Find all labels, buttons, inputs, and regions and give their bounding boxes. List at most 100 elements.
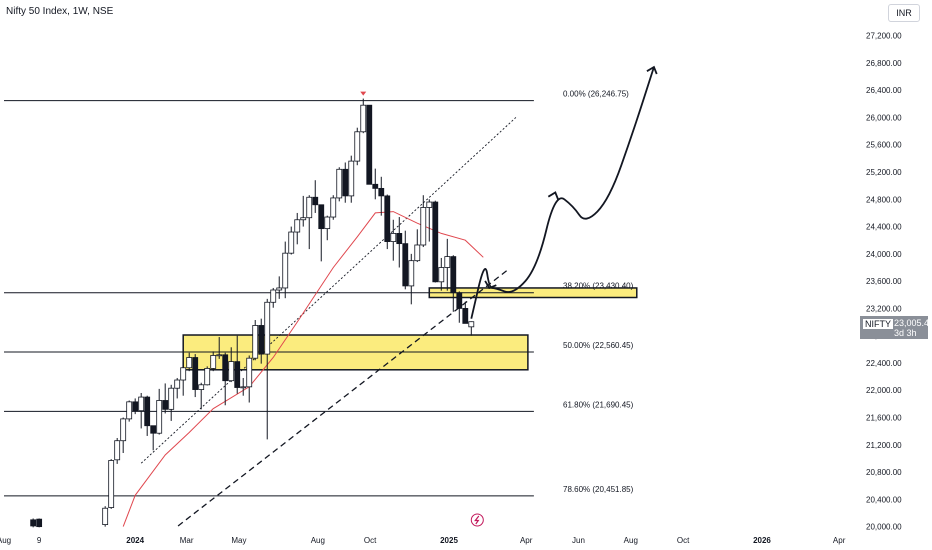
- fib-level-label: 38.20% (23,430.40): [563, 282, 634, 291]
- price-axis-tick-label: 25,600.00: [866, 141, 902, 150]
- fib-level-label: 0.00% (26,246.75): [563, 90, 629, 99]
- candle-body: [102, 507, 109, 525]
- zones-layer: [182, 287, 638, 371]
- time-axis-tick-label: 2024: [126, 536, 144, 545]
- fib-level-label: 78.60% (20,451.85): [563, 485, 634, 494]
- candle-body: [246, 357, 253, 388]
- time-axis[interactable]: Aug 9 2024 Mar May Aug Oct 2025 Apr Jun Aug Oct 2026…: [0, 536, 846, 545]
- candle-body: [324, 216, 331, 230]
- candle-body: [294, 219, 301, 233]
- candles-layer: [30, 98, 475, 528]
- candle-body: [288, 231, 295, 254]
- price-axis-tick-label: 20,800.00: [866, 468, 902, 477]
- price-axis-tick-label: 21,200.00: [866, 441, 902, 450]
- candle-body: [30, 519, 37, 527]
- candle-body: [138, 396, 145, 412]
- price-axis-tick-label: 20,400.00: [866, 495, 902, 504]
- candle-body: [222, 354, 229, 382]
- time-axis-tick-label: 9: [37, 536, 42, 545]
- chart-markers: [360, 91, 484, 527]
- candle-body: [312, 196, 319, 206]
- candle-body: [180, 367, 187, 381]
- candle-body: [144, 396, 151, 427]
- candle-body: [402, 243, 409, 287]
- trendlines-layer: [140, 117, 517, 527]
- candle-body: [264, 301, 271, 355]
- time-axis-tick-label: Apr: [833, 536, 846, 545]
- projection-layer: [470, 65, 658, 319]
- candle-body: [186, 357, 193, 369]
- candle-body: [438, 267, 445, 283]
- time-axis-tick-label: 2025: [440, 536, 458, 545]
- last-price-value: 23,005.45: [894, 318, 932, 328]
- fib-level-label: 61.80% (21,690.45): [563, 400, 634, 409]
- time-axis-tick-label: Mar: [180, 536, 194, 545]
- candle-body: [414, 244, 421, 262]
- candle-body: [390, 233, 397, 242]
- candle-body: [258, 325, 265, 355]
- candle-body: [456, 292, 463, 309]
- candle-body: [330, 197, 337, 218]
- candle-body: [108, 460, 115, 508]
- candle-body: [168, 387, 175, 410]
- time-axis-tick-label: Aug: [311, 536, 325, 545]
- candle-body: [198, 384, 205, 390]
- candle-body: [210, 355, 217, 369]
- candle-body: [354, 131, 361, 162]
- candle-body: [270, 289, 277, 303]
- candle-body: [126, 401, 133, 420]
- time-axis-tick-label: Aug: [624, 536, 638, 545]
- candle-body: [372, 183, 379, 189]
- candle-body: [432, 201, 439, 283]
- bar-countdown: 3d 3h: [894, 328, 917, 338]
- time-axis-tick-label: 2026: [753, 536, 771, 545]
- price-axis-tick-label: 20,000.00: [866, 523, 902, 532]
- time-axis-tick-label: Oct: [364, 536, 377, 545]
- price-axis-tick-label: 26,000.00: [866, 113, 902, 122]
- candle-body: [132, 401, 139, 412]
- price-axis-tick-label: 24,000.00: [866, 250, 902, 259]
- candle-body: [306, 196, 313, 219]
- candle-body: [444, 256, 451, 268]
- price-axis-tick-label: 24,800.00: [866, 195, 902, 204]
- price-axis-tick-label: 25,200.00: [866, 168, 902, 177]
- price-axis-tick-label: 21,600.00: [866, 414, 902, 423]
- candle-body: [348, 160, 355, 197]
- candle-body: [192, 357, 199, 390]
- candle-body: [282, 252, 289, 289]
- candle-body: [234, 361, 241, 388]
- time-axis-tick-label: Aug: [0, 536, 11, 545]
- candle-body: [120, 418, 127, 442]
- candle-body: [426, 201, 433, 208]
- projection-arrowhead: [646, 65, 658, 75]
- candle-body: [240, 386, 247, 389]
- time-axis-tick-label: Oct: [677, 536, 690, 545]
- projection-arrowhead: [484, 280, 497, 290]
- price-axis-tick-label: 22,000.00: [866, 386, 902, 395]
- fib-level-label: 50.00% (22,560.45): [563, 341, 634, 350]
- candle-body: [216, 354, 223, 357]
- price-axis-tick-label: 22,400.00: [866, 359, 902, 368]
- candle-body: [366, 104, 373, 185]
- symbol-label: NIFTY: [863, 319, 893, 329]
- candle-body: [342, 168, 349, 197]
- price-axis-tick-label: 23,200.00: [866, 304, 902, 313]
- lightning-bolt-glyph: [474, 515, 480, 525]
- candle-body: [276, 287, 283, 291]
- candle-body: [228, 361, 235, 382]
- time-axis-tick-label: Jun: [572, 536, 585, 545]
- candle-body: [360, 104, 367, 133]
- candle-body: [462, 308, 469, 324]
- currency-selector[interactable]: INR: [888, 4, 920, 22]
- price-axis-tick-label: 27,200.00: [866, 32, 902, 41]
- candle-body: [252, 325, 259, 359]
- price-axis[interactable]: 20,000.00 20,400.00 20,800.00 21,200.00 21,6…: [866, 32, 902, 532]
- candle-body: [378, 187, 385, 197]
- time-axis-tick-label: May: [231, 536, 246, 545]
- price-axis-tick-label: 24,400.00: [866, 223, 902, 232]
- candle-body: [396, 233, 403, 245]
- candle-body: [336, 168, 343, 199]
- trendline: [140, 117, 517, 464]
- candle-body: [150, 425, 157, 434]
